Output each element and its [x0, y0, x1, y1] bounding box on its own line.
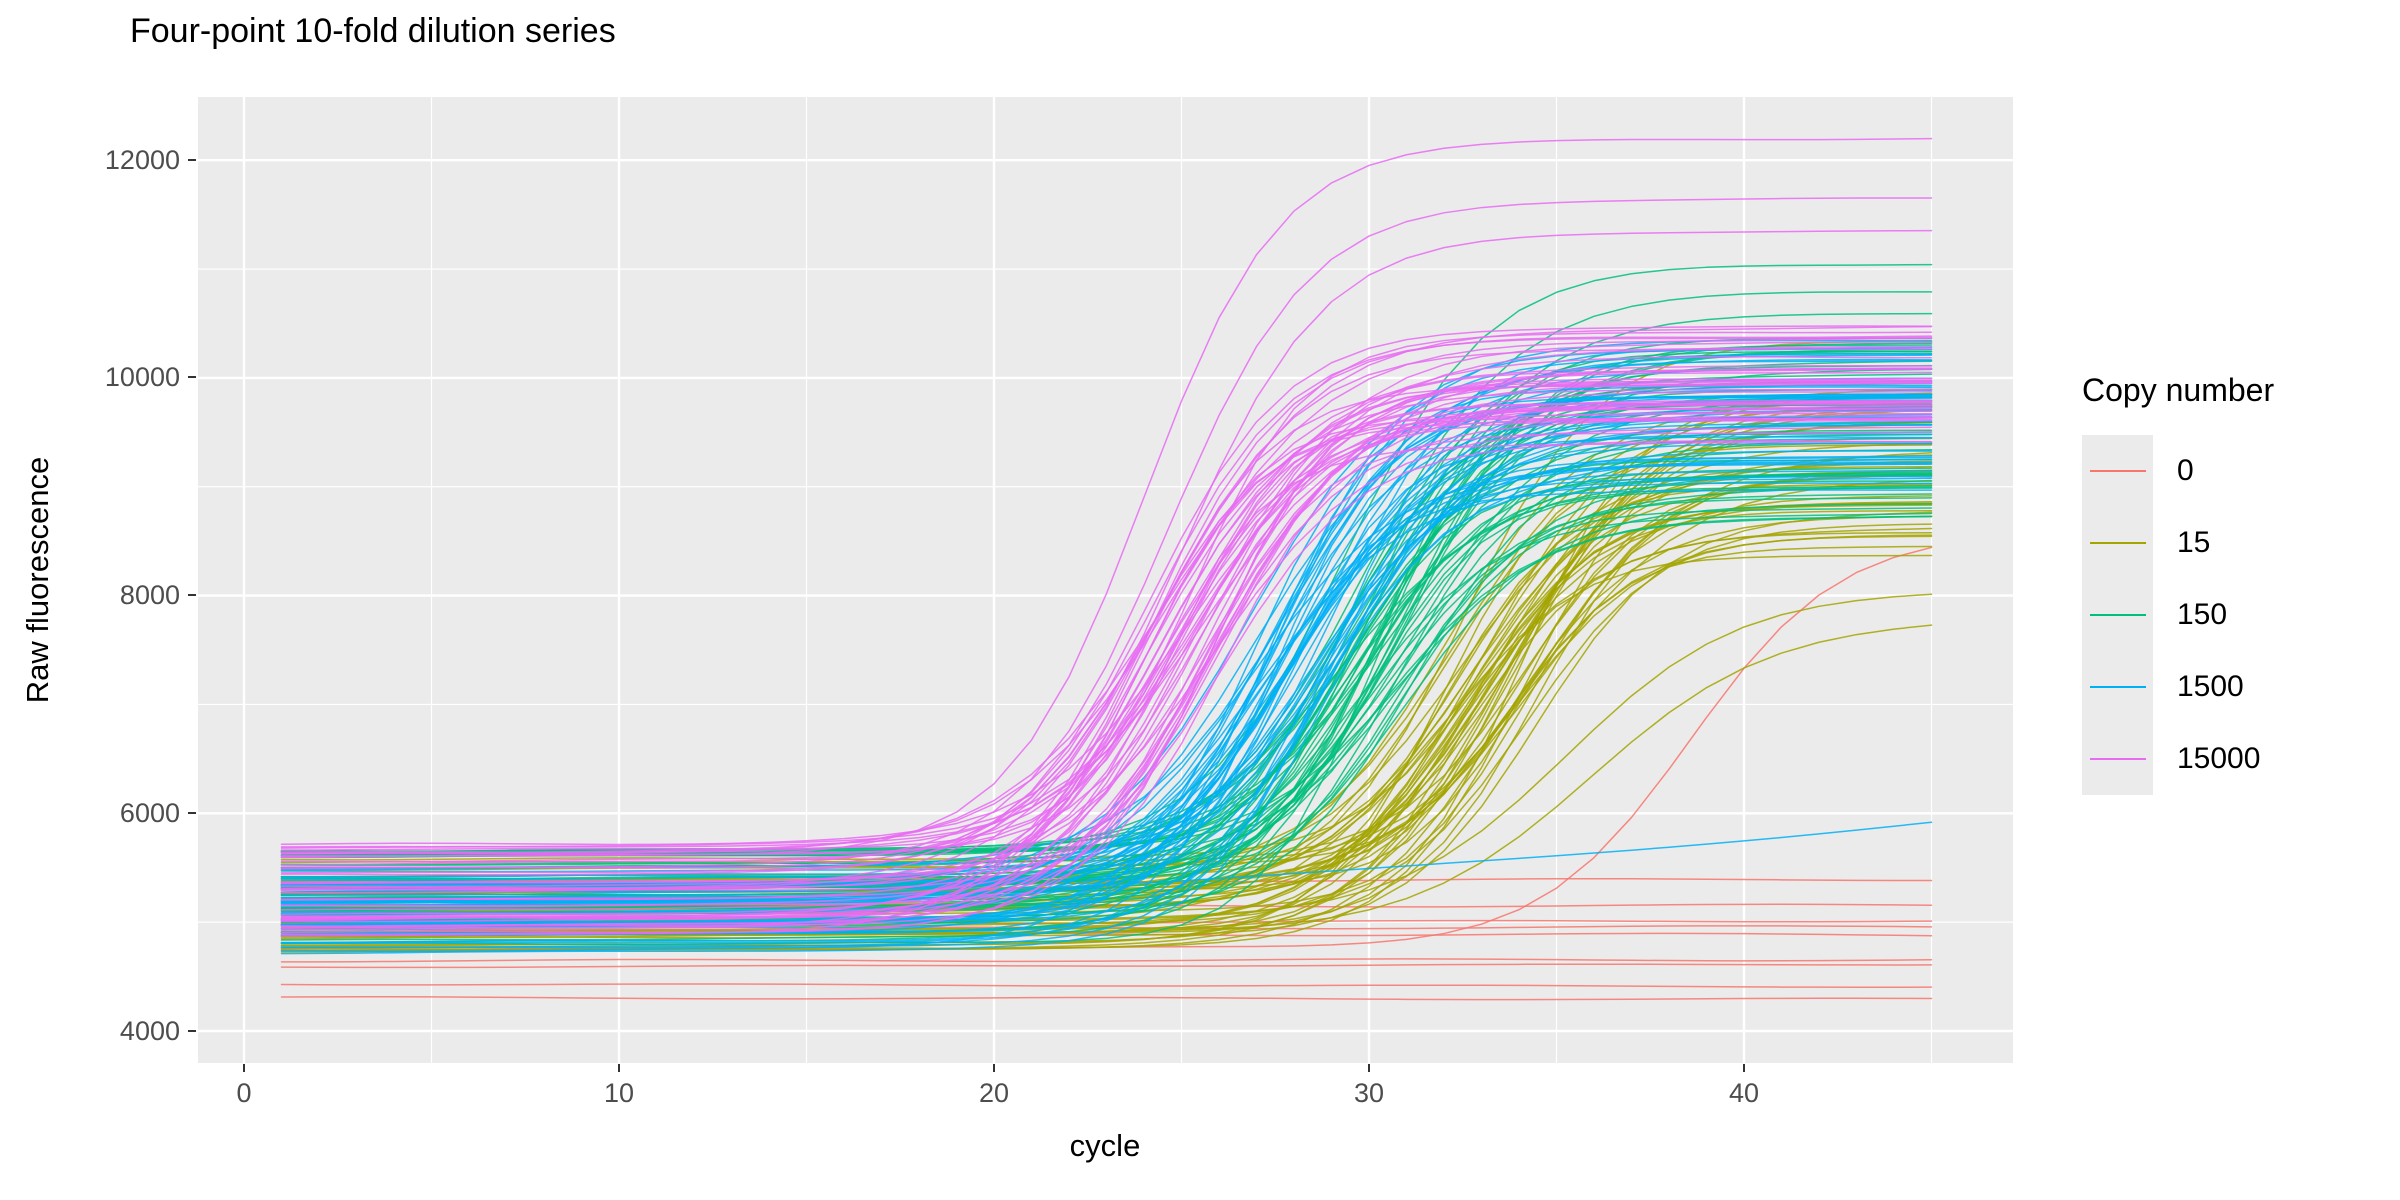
x-tick-label: 10 — [603, 1078, 635, 1108]
legend-keys: 0 15 150 1500 — [2082, 435, 2274, 795]
y-tick-mark — [188, 158, 196, 162]
legend-key-line-icon — [2089, 685, 2146, 689]
chart-title: Four-point 10-fold dilution series — [130, 12, 616, 50]
y-axis-title: Raw fluorescence — [20, 456, 55, 704]
legend-title: Copy number — [2082, 372, 2275, 408]
legend-key-line-icon — [2089, 541, 2146, 545]
x-tick-label: 20 — [978, 1078, 1010, 1108]
x-tick-mark — [1367, 1064, 1371, 1072]
legend-entry: 15 — [2082, 507, 2274, 579]
x-tick-mark — [992, 1064, 996, 1072]
legend-key-box — [2082, 579, 2153, 651]
legend-key-box — [2082, 651, 2153, 723]
x-tick-label: 30 — [1353, 1078, 1385, 1108]
y-tick-label: 12000 — [104, 145, 180, 175]
x-axis-title: cycle — [1069, 1128, 1141, 1163]
x-tick-label: 0 — [236, 1078, 252, 1108]
y-tick-label: 10000 — [104, 362, 180, 392]
legend-key-label: 15 — [2177, 526, 2211, 559]
x-tick-mark — [1742, 1064, 1746, 1072]
legend: Copy number 0 15 150 — [2082, 372, 2274, 795]
y-tick-mark — [188, 811, 196, 815]
y-tick-label: 8000 — [119, 580, 180, 610]
legend-key-line-icon — [2089, 469, 2146, 473]
legend-key-box — [2082, 723, 2153, 795]
x-tick-label: 40 — [1728, 1078, 1760, 1108]
legend-key-label: 150 — [2177, 598, 2228, 631]
legend-key-box — [2082, 507, 2153, 579]
legend-key-box — [2082, 435, 2153, 507]
y-tick-label: 6000 — [119, 798, 180, 828]
x-tick-mark — [242, 1064, 246, 1072]
y-tick-mark — [188, 375, 196, 379]
x-tick-mark — [617, 1064, 621, 1072]
legend-key-label: 15000 — [2177, 742, 2261, 775]
amplification-curves-plot — [198, 97, 2013, 1063]
y-tick-mark — [188, 593, 196, 597]
legend-key-line-icon — [2089, 757, 2146, 761]
y-tick-mark — [188, 1029, 196, 1033]
legend-entry: 1500 — [2082, 651, 2274, 723]
plot-panel — [198, 97, 2013, 1063]
legend-key-line-icon — [2089, 613, 2146, 617]
legend-entry: 15000 — [2082, 723, 2274, 795]
legend-key-label: 1500 — [2177, 670, 2244, 703]
y-tick-label: 4000 — [119, 1016, 180, 1046]
legend-entry: 0 — [2082, 435, 2274, 507]
legend-entry: 150 — [2082, 579, 2274, 651]
legend-key-label: 0 — [2177, 454, 2194, 487]
